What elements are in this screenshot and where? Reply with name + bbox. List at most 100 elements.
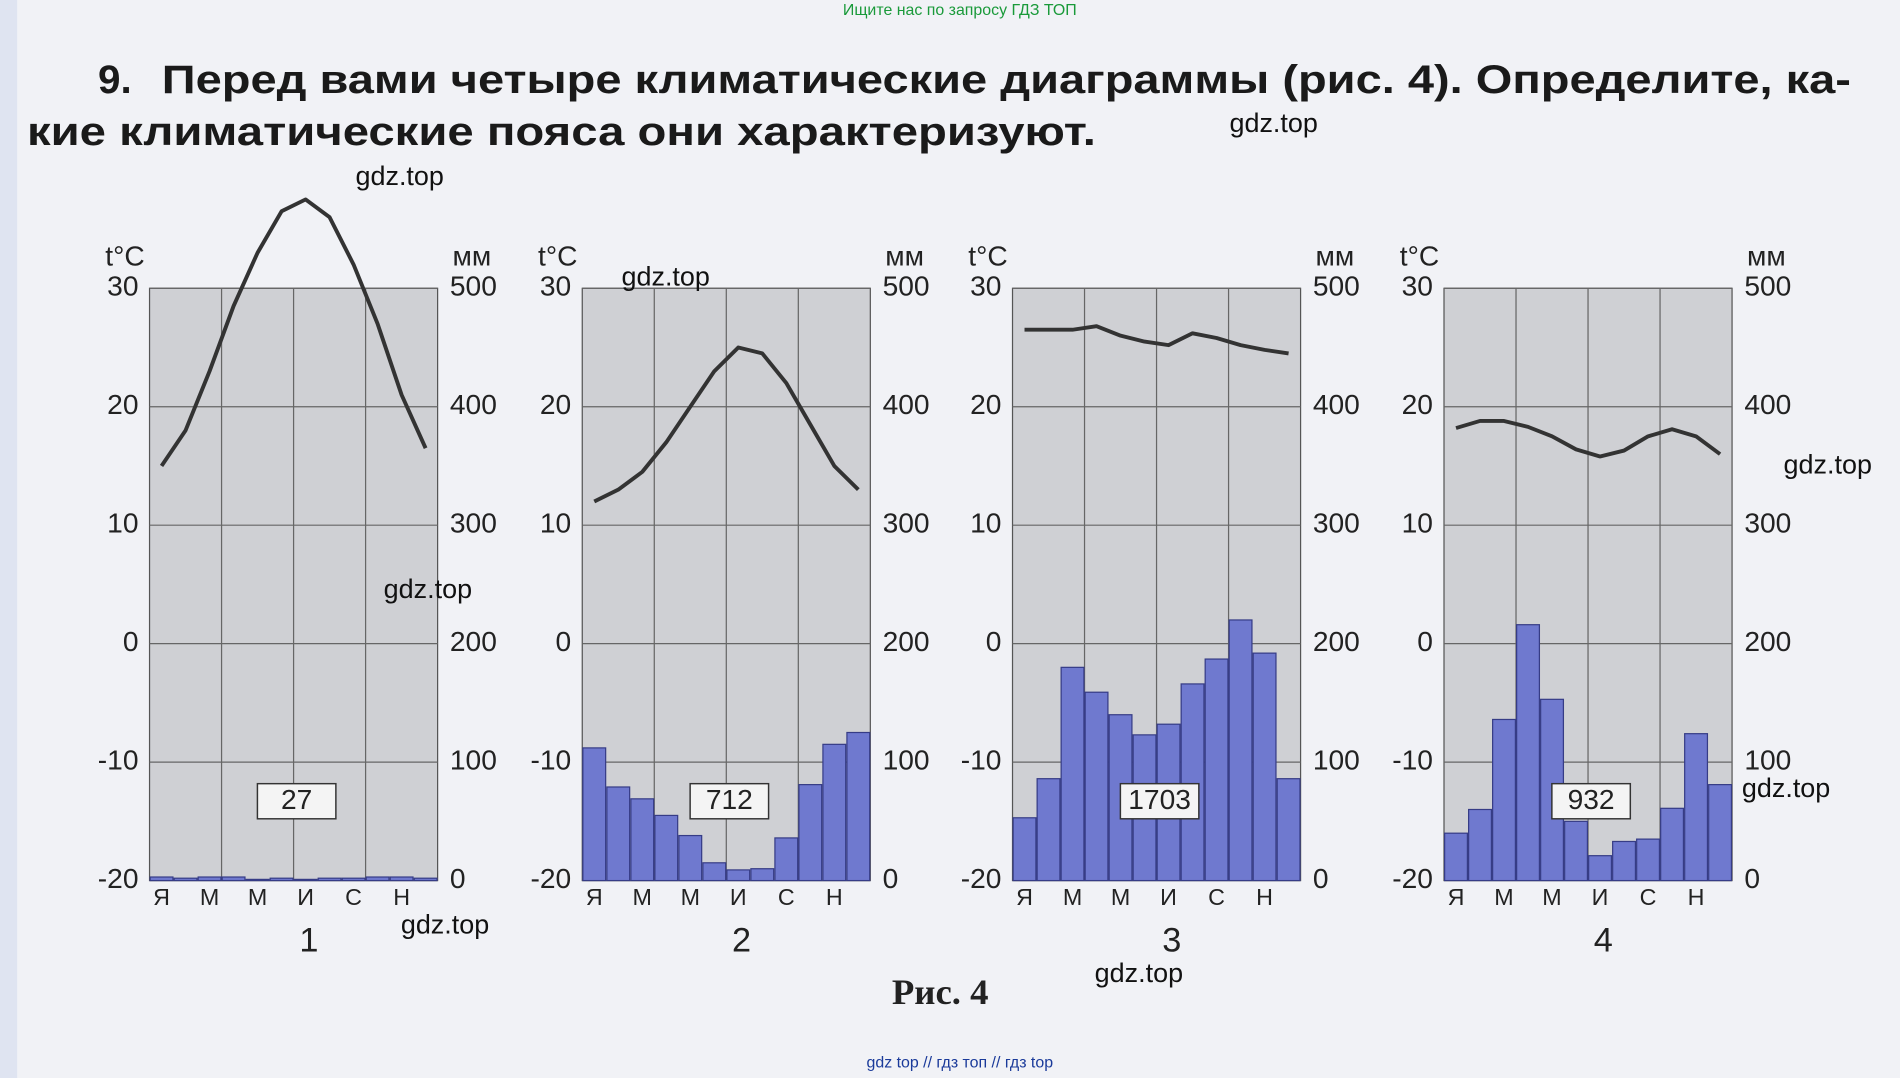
precip-bar <box>389 876 414 882</box>
precip-bar <box>1660 807 1685 882</box>
precip-bar <box>1636 838 1661 882</box>
page-edge <box>0 0 18 1078</box>
y-tick-label: -10 <box>530 745 571 776</box>
y-tick-label: -20 <box>530 863 571 894</box>
annotation: 1703 <box>1128 784 1191 815</box>
temperature-line <box>593 345 860 504</box>
precip-bar <box>221 876 246 882</box>
annotation: 712 <box>706 784 753 815</box>
y2-tick-label: 100 <box>1744 745 1791 776</box>
annotation: 27 <box>281 784 312 815</box>
y-tick-label: 30 <box>1402 271 1433 302</box>
y-tick-label: 10 <box>970 508 1001 539</box>
precip-bar <box>1228 619 1253 882</box>
watermark: gdz.top <box>384 574 472 604</box>
y2-tick-label: 400 <box>1313 389 1360 420</box>
y-tick-label: 0 <box>986 626 1002 657</box>
annotation: 932 <box>1568 784 1615 815</box>
y-tick-label: 20 <box>970 389 1001 420</box>
y-tick-label: -10 <box>98 745 139 776</box>
temperature-line <box>159 197 428 468</box>
chart-label: 4 <box>1594 921 1613 959</box>
y-tick-label: 20 <box>540 389 571 420</box>
y2-tick-label: 400 <box>883 389 930 420</box>
chart-label: 3 <box>1162 921 1181 959</box>
y-tick-label: 20 <box>107 389 138 420</box>
precip-bar <box>1612 840 1637 882</box>
annotation-box <box>1551 782 1632 820</box>
y2-axis-title: мм <box>1747 241 1786 272</box>
y2-tick-label: 300 <box>450 508 497 539</box>
x-tick-label: Н <box>826 884 843 910</box>
x-tick-label: И <box>730 884 747 910</box>
precip-bar <box>245 878 270 882</box>
precip-bar <box>1468 808 1493 882</box>
y2-tick-label: 0 <box>450 863 466 894</box>
x-tick-label: Н <box>1688 884 1705 910</box>
y2-axis-title: мм <box>1316 241 1355 272</box>
y2-tick-label: 400 <box>1744 389 1791 420</box>
precip-bar <box>1180 683 1205 882</box>
temperature-line <box>1455 419 1722 459</box>
y-axis-title: t°C <box>1400 241 1439 272</box>
precip-bar <box>630 798 655 882</box>
y2-tick-label: 200 <box>1744 626 1791 657</box>
precip-bar <box>774 837 799 882</box>
y2-tick-label: 500 <box>1313 271 1360 302</box>
precip-bar <box>750 868 775 882</box>
precip-bar <box>173 877 198 882</box>
annotation-box <box>1119 782 1200 820</box>
precip-bar <box>1444 832 1469 882</box>
y2-tick-label: 500 <box>883 271 930 302</box>
y2-tick-label: 0 <box>1313 863 1329 894</box>
precip-bar <box>654 814 679 882</box>
y-tick-label: -10 <box>1392 745 1433 776</box>
y-tick-label: 30 <box>540 271 571 302</box>
x-tick-label: М <box>633 884 652 910</box>
temperature-line <box>1024 324 1289 356</box>
precip-bar <box>678 834 703 882</box>
figure-caption: Рис. 4 <box>892 971 989 1012</box>
y-tick-label: -10 <box>961 745 1002 776</box>
x-tick-label: М <box>248 884 267 910</box>
precip-bar <box>606 786 631 882</box>
x-tick-label: И <box>1592 884 1609 910</box>
precip-bar <box>1012 817 1037 882</box>
footer: gdz top // гдз топ // гдз top <box>867 1055 1054 1072</box>
x-tick-label: С <box>778 884 795 910</box>
chart-label: 2 <box>732 921 751 959</box>
y2-tick-label: 300 <box>883 508 930 539</box>
y2-tick-label: 100 <box>883 745 930 776</box>
top-banner: Ищите нас по запросу ГДЗ ТОП <box>843 2 1077 19</box>
watermark: gdz.top <box>355 161 443 191</box>
y-axis-title: t°C <box>105 241 144 272</box>
y-tick-label: 30 <box>107 271 138 302</box>
y2-tick-label: 100 <box>1313 745 1360 776</box>
x-tick-label: М <box>681 884 700 910</box>
precip-bar <box>149 876 174 882</box>
precip-bar <box>365 876 390 882</box>
y-tick-label: -20 <box>98 863 139 894</box>
precip-bar <box>702 862 727 882</box>
precip-bar <box>341 877 366 882</box>
y2-tick-label: 500 <box>450 271 497 302</box>
precip-bar <box>798 784 823 882</box>
chart-label: 1 <box>299 921 318 959</box>
precip-bar <box>293 878 318 882</box>
x-tick-label: Я <box>153 884 170 910</box>
y2-axis-title: мм <box>453 241 492 272</box>
precip-bar <box>1588 855 1613 882</box>
x-tick-label: М <box>1542 884 1561 910</box>
question-line: Перед вами четыре климатические диаграмм… <box>162 57 1851 102</box>
watermark: gdz.top <box>621 262 709 292</box>
x-tick-label: М <box>1063 884 1082 910</box>
x-tick-label: И <box>297 884 314 910</box>
x-tick-label: С <box>1208 884 1225 910</box>
y-axis-title: t°C <box>968 241 1007 272</box>
y-tick-label: -20 <box>1392 863 1433 894</box>
